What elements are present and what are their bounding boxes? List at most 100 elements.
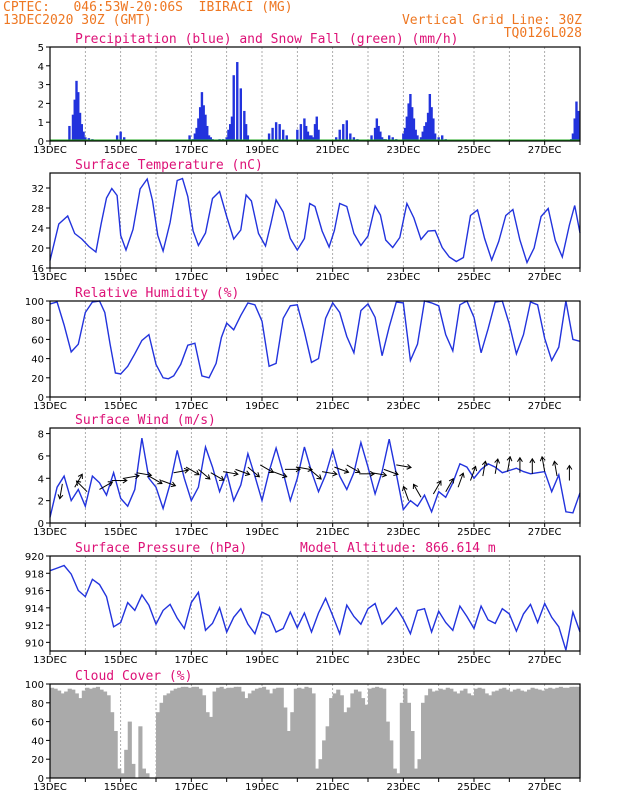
precip-bar [227, 129, 230, 141]
x-tick-label: 27DEC [528, 272, 562, 283]
wind-arrow [321, 470, 338, 477]
temperature-line [49, 177, 581, 265]
cloud-bar [209, 716, 214, 778]
cloud-bar [276, 687, 281, 778]
wind-arrow [334, 466, 350, 474]
y-tick-label: 40 [31, 355, 44, 366]
cloud-bar [88, 688, 93, 778]
cloud-bar [474, 688, 479, 778]
wind-arrow [259, 464, 275, 474]
cloud-bar [452, 691, 457, 778]
x-tick-label: 23DEC [386, 145, 420, 156]
precip-bar [225, 137, 228, 141]
x-tick-label: 17DEC [174, 272, 208, 283]
x-tick-label: 21DEC [316, 272, 350, 283]
precip-bar [236, 62, 239, 141]
y-tick-label: 2 [38, 99, 44, 110]
precip-bar [437, 137, 440, 141]
cloud-bar [466, 693, 472, 778]
cloud-bar [417, 759, 422, 778]
y-tick-label: 0 [38, 137, 44, 148]
precip-bar [441, 135, 444, 141]
y-tick-label: 0 [38, 393, 44, 404]
cloud-bar [233, 686, 238, 778]
precip-bar [377, 125, 380, 141]
cloud-bar [360, 698, 366, 778]
x-tick-label: 17DEC [174, 782, 208, 793]
cloud-bar [445, 687, 450, 778]
cloud-bar [283, 707, 288, 778]
wind-arrow [383, 468, 399, 476]
y-tick-label: 28 [31, 204, 44, 215]
precip-bar [405, 116, 409, 141]
cloud-bar [530, 687, 535, 778]
wind-arrow [235, 468, 251, 476]
y-tick-label: 912 [25, 621, 44, 632]
cloud-bar [322, 740, 327, 778]
wind-arrow [75, 480, 88, 493]
precip-bar [573, 118, 576, 141]
wind-arrow [552, 460, 558, 477]
cloud-bar [463, 688, 468, 778]
cloud-bar [449, 688, 454, 778]
cloud-bar [343, 712, 348, 778]
precip-bar [296, 129, 299, 141]
precip-bar [274, 122, 278, 141]
cloud-bar [519, 690, 525, 778]
precip-bar [375, 118, 379, 141]
cloud-bar [138, 726, 143, 778]
precip-bar [409, 94, 412, 141]
cloud-bar [523, 691, 528, 778]
y-tick-label: 916 [25, 587, 44, 598]
precip-bar [421, 131, 424, 141]
cloud-bar [325, 726, 330, 778]
precip-bar [188, 135, 191, 141]
cloud-bar [201, 695, 207, 778]
precip-bar [380, 137, 384, 141]
x-tick-label: 25DEC [457, 527, 491, 538]
cloud-bar [184, 686, 189, 778]
cloud-bar [290, 712, 295, 778]
x-tick-label: 27DEC [528, 782, 562, 793]
x-tick-label: 25DEC [457, 272, 491, 283]
precip-bar [433, 133, 437, 141]
cloud-bar [194, 686, 199, 778]
cloud-bar [375, 686, 380, 778]
cloud-bar [488, 695, 493, 778]
cloud-bar [272, 688, 277, 778]
x-tick-label: 13DEC [33, 527, 67, 538]
x-tick-label: 13DEC [33, 655, 67, 666]
wind-arrow [529, 457, 536, 474]
precip-bar [414, 129, 417, 141]
wind-panel: 0 2 4 6 8 13DEC 15DEC 17DEC 19DEC 21DEC 23DEC 25DEC… [33, 413, 581, 538]
y-tick-label: 100 [25, 297, 44, 308]
cloud-bar [569, 686, 574, 778]
precip-bar [577, 110, 580, 141]
x-tick-label: 19DEC [245, 782, 279, 793]
cloud-bar [74, 693, 79, 778]
x-tick-label: 27DEC [528, 401, 562, 412]
panel-frame [49, 683, 581, 779]
precip-bar [335, 137, 338, 141]
wind-arrow [57, 483, 64, 500]
precip-bar [82, 131, 85, 141]
wind-arrow [161, 480, 177, 488]
cloud-bar [254, 688, 260, 778]
x-tick-label: 27DEC [528, 655, 562, 666]
cloud-bar [396, 773, 401, 778]
wind-arrow [566, 464, 573, 481]
cloud-bar [180, 686, 185, 778]
precip-bar [232, 75, 235, 141]
cloud-bar [258, 687, 263, 778]
x-tick-label: 19DEC [245, 401, 279, 412]
wind-arrow [247, 466, 261, 478]
cloud-bar [124, 749, 129, 778]
cloud-bar [64, 691, 69, 778]
wind-arrow [506, 455, 513, 472]
precip-bar [379, 131, 382, 141]
cloud-bar [382, 688, 387, 778]
cloud-bar [191, 686, 196, 778]
cloud-bar [141, 768, 146, 778]
y-tick-label: 3 [38, 81, 44, 92]
x-tick-label: 17DEC [174, 527, 208, 538]
